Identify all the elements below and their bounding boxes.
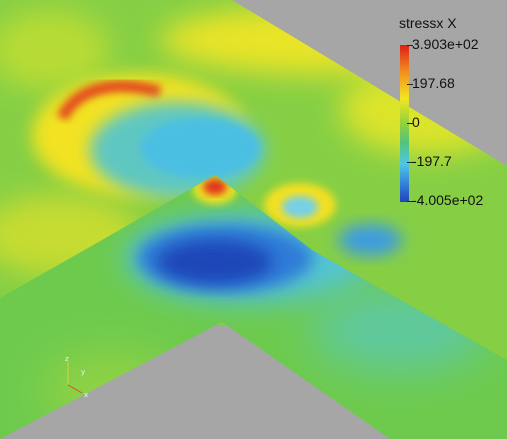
legend-min-label: -4.005e+02 <box>412 192 484 208</box>
legend-color-bar <box>400 45 409 202</box>
legend-upper-label: 197.68 <box>412 75 455 91</box>
legend-tick-upper <box>407 84 413 85</box>
legend-tick-min <box>407 201 413 202</box>
legend-mid-label: 0 <box>412 114 420 130</box>
axis-x-label: x <box>84 391 88 399</box>
axis-y-label: y <box>81 368 85 376</box>
axis-z-label: z <box>65 355 69 363</box>
axis-triad: z y x <box>65 355 88 399</box>
legend-lower-label: -197.7 <box>412 153 452 169</box>
legend-max-label: 3.903e+02 <box>412 36 479 52</box>
legend-tick-mid <box>407 123 413 124</box>
legend-tick-lower <box>407 162 413 163</box>
legend-tick-max <box>407 45 413 46</box>
legend-title: stressx X <box>399 15 457 31</box>
